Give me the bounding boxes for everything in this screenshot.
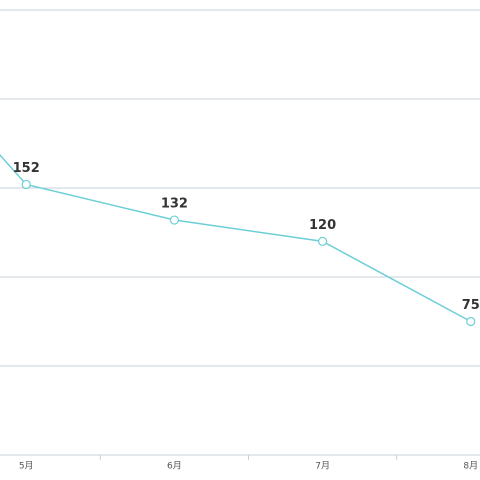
point bbox=[169, 215, 179, 225]
data-label: 120 bbox=[309, 218, 336, 233]
x-tick-label: 5月 bbox=[19, 461, 34, 472]
point bbox=[21, 179, 31, 190]
x-tick-label: 6月 bbox=[167, 461, 182, 472]
x-tick-label: 8月 bbox=[463, 461, 478, 472]
line bbox=[0, 154, 472, 323]
data-label: 75 bbox=[462, 298, 480, 313]
grid bbox=[0, 9, 480, 460]
point bbox=[318, 236, 328, 246]
data-label: 152 bbox=[13, 161, 40, 176]
point bbox=[466, 316, 476, 327]
plot: 5月 6月 7月 8月 152 132 120 75 bbox=[0, 154, 480, 472]
x-tick-label: 7月 bbox=[315, 461, 330, 472]
data-label: 132 bbox=[161, 197, 188, 212]
